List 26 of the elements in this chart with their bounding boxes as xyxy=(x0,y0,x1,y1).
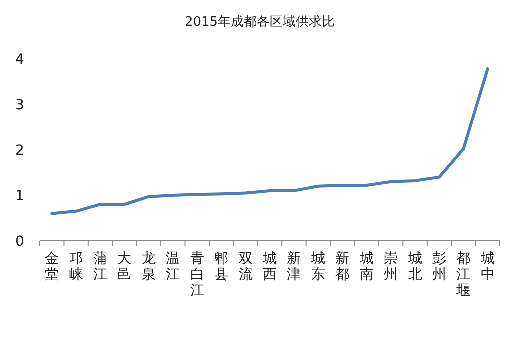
x-tick-label: 郫县 xyxy=(214,251,229,283)
x-tick-label: 龙泉 xyxy=(142,251,156,283)
y-tick-label: 2 xyxy=(16,143,24,159)
x-tick-label: 都江堰 xyxy=(456,251,471,299)
chart-title: 2015年成都各区域供求比 xyxy=(184,15,336,30)
x-tick-label: 温江 xyxy=(166,251,180,283)
y-tick-label: 4 xyxy=(16,52,25,68)
x-tick-label: 蒲江 xyxy=(94,251,108,283)
y-tick-label: 1 xyxy=(16,188,24,204)
x-tick-label: 双流 xyxy=(238,251,253,283)
x-tick-label: 崇州 xyxy=(384,251,398,283)
x-tick-label: 城南 xyxy=(358,251,374,283)
x-tick-label: 新都 xyxy=(336,251,350,283)
x-tick-label: 城东 xyxy=(310,251,326,283)
x-tick-label: 城中 xyxy=(480,251,495,283)
x-tick-label: 城北 xyxy=(407,251,422,283)
x-tick-label: 城西 xyxy=(262,251,277,283)
x-tick-label: 彭州 xyxy=(432,251,446,283)
x-tick-label: 青白江 xyxy=(190,251,204,299)
y-tick-label: 3 xyxy=(16,98,24,114)
line-series xyxy=(50,68,490,216)
x-tick-label: 金堂 xyxy=(45,251,60,283)
x-tick-label: 新津 xyxy=(287,251,302,283)
x-tick-label: 邛崃 xyxy=(69,251,84,283)
x-tick-label: 大邑 xyxy=(118,251,132,283)
y-tick-label: 0 xyxy=(16,234,24,250)
